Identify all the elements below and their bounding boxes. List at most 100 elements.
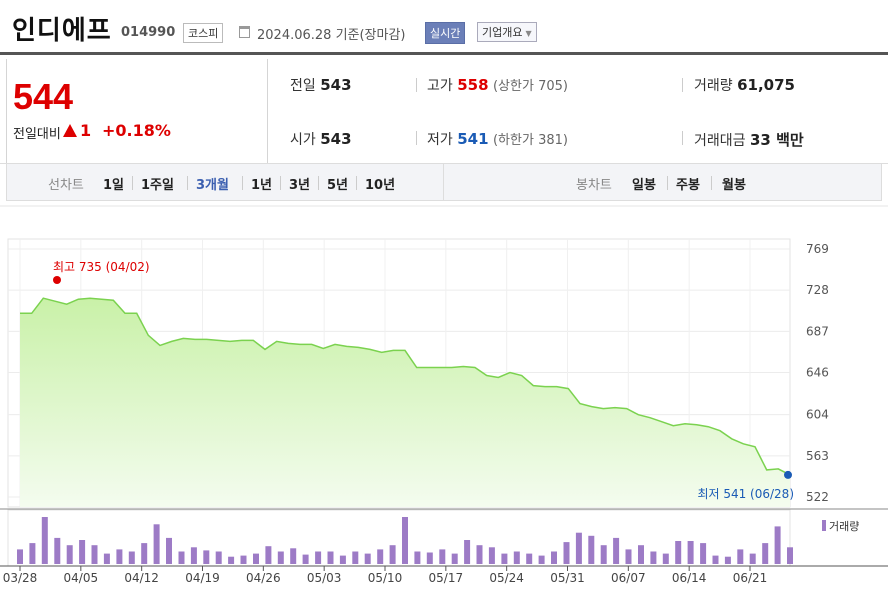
tab-1day[interactable]: 1일	[103, 178, 125, 193]
volume-bar	[190, 547, 197, 564]
company-overview-label: 기업개요	[482, 26, 523, 39]
x-tick-label: 05/03	[307, 571, 342, 585]
tab-1year[interactable]: 1년	[251, 178, 273, 193]
volume-bar	[588, 535, 595, 564]
price-box	[6, 59, 268, 163]
change-value: 1	[80, 121, 92, 140]
volume-bar	[712, 555, 719, 564]
tab-weekly[interactable]: 주봉	[676, 178, 700, 193]
x-tick-label: 05/17	[429, 571, 464, 585]
tab-daily[interactable]: 일봉	[632, 178, 656, 193]
low-marker	[784, 470, 792, 479]
divider	[280, 176, 281, 190]
volume-bar	[377, 549, 384, 564]
tab-monthly[interactable]: 월봉	[722, 178, 746, 193]
volume-bar	[41, 517, 48, 564]
current-price: 544	[13, 76, 74, 117]
divider	[132, 176, 133, 190]
amount-value: 33 백만	[749, 131, 804, 149]
high-label: 고가	[427, 78, 453, 94]
volume-bar	[538, 555, 545, 564]
x-tick-label: 04/05	[64, 571, 99, 585]
low-price: 저가 541 (하한가 381)	[427, 129, 568, 149]
divider	[416, 131, 417, 145]
volume-bar	[414, 551, 421, 564]
divider	[187, 176, 188, 190]
divider	[682, 131, 683, 145]
volume-bar	[228, 556, 235, 564]
tab-5year[interactable]: 5년	[327, 178, 349, 193]
volume-bar	[426, 552, 433, 564]
y-tick-label: 687	[806, 324, 829, 338]
stock-code: 014990	[121, 25, 176, 40]
volume-bar	[513, 551, 520, 564]
volume-legend-label: 거래량	[829, 520, 860, 533]
chevron-down-icon: ▼	[525, 29, 532, 38]
volume-bar	[79, 540, 86, 564]
high-marker	[53, 276, 61, 284]
low-value: 541	[457, 130, 489, 148]
volume-bar	[749, 553, 756, 564]
volume-bar	[29, 543, 36, 564]
volume-bar	[339, 555, 346, 564]
up-triangle-icon	[63, 124, 77, 137]
tab-10year[interactable]: 10년	[365, 178, 396, 193]
tabs-divider	[443, 164, 444, 200]
header-divider	[0, 52, 888, 55]
volume-bar	[662, 553, 669, 564]
chart-period-tabs: 선차트 1일 1주일 3개월 1년 3년 5년 10년 봉차트 일봉 주봉 월봉	[6, 163, 882, 201]
high-annotation: 최고 735 (04/02)	[53, 260, 150, 274]
stock-header: 인디에프 014990 코스피 2024.06.28 기준(장마감) 실시간 기…	[0, 0, 888, 55]
divider	[318, 176, 319, 190]
volume-bar	[141, 543, 148, 564]
volume-bar	[526, 553, 533, 564]
tab-3year[interactable]: 3년	[289, 178, 311, 193]
divider	[667, 176, 668, 190]
volume-bar	[551, 551, 557, 564]
volume-plot-frame	[7, 509, 791, 567]
company-overview-dropdown[interactable]: 기업개요 ▼	[477, 22, 537, 42]
realtime-button[interactable]: 실시간	[425, 22, 466, 44]
volume-bar	[277, 551, 284, 564]
volume-bar	[66, 545, 73, 564]
volume-bar	[203, 550, 210, 564]
prev-close: 전일 543	[290, 75, 352, 95]
volume-bar	[240, 555, 247, 564]
volume-value: 61,075	[737, 76, 795, 94]
x-tick-label: 06/21	[733, 571, 768, 585]
volume-bar	[625, 549, 632, 564]
tab-1week[interactable]: 1주일	[141, 178, 174, 193]
x-tick-label: 04/12	[124, 571, 159, 585]
volume-bar	[265, 546, 272, 564]
divider	[682, 78, 683, 92]
volume-bar	[352, 551, 359, 564]
y-tick-label: 522	[806, 490, 829, 504]
volume-bar	[464, 540, 471, 564]
volume-bar	[402, 517, 408, 564]
volume-bar	[787, 547, 793, 564]
volume-bar	[476, 545, 483, 564]
volume-bar	[253, 553, 259, 564]
change-percent: +0.18%	[102, 121, 171, 140]
volume-bar	[327, 551, 334, 564]
volume-bar	[389, 545, 396, 564]
volume-bar	[178, 551, 185, 564]
tab-3month[interactable]: 3개월	[196, 178, 229, 193]
x-tick-label: 04/26	[246, 571, 281, 585]
volume-bar	[575, 532, 582, 564]
y-tick-label: 563	[806, 449, 829, 463]
low-label: 저가	[427, 132, 453, 148]
volume-bar	[54, 537, 61, 564]
x-tick-label: 06/07	[611, 571, 646, 585]
volume-bar	[675, 541, 682, 564]
volume: 거래량 61,075	[694, 75, 795, 95]
volume-bar	[488, 547, 495, 564]
price-line	[20, 297, 791, 476]
price-area	[20, 298, 790, 507]
volume-bar	[563, 542, 570, 564]
y-tick-label: 769	[806, 242, 829, 256]
x-tick-label: 05/31	[550, 571, 585, 585]
volume-bar	[451, 553, 458, 564]
volume-bar	[91, 545, 98, 564]
